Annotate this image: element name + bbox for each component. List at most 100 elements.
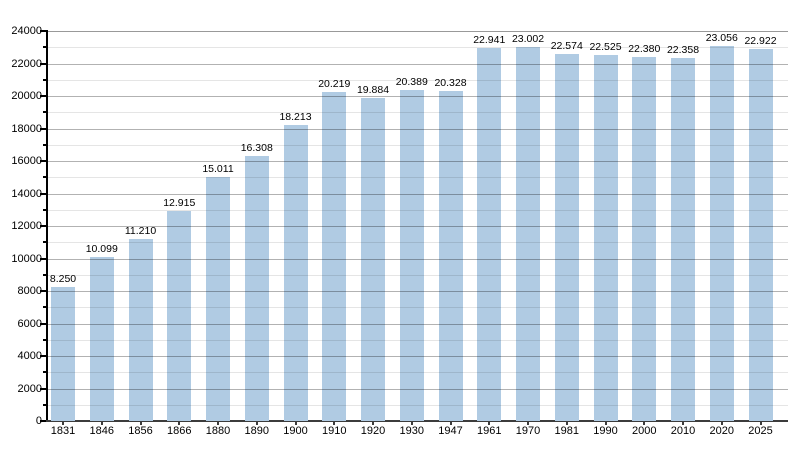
- bar-value-label: 10.099: [85, 242, 118, 255]
- bar: [128, 238, 153, 421]
- x-axis-tick-label: 1856: [128, 425, 153, 437]
- bar: [399, 89, 424, 421]
- bar-value-label: 8.250: [49, 272, 77, 285]
- y-axis-tick: [40, 355, 46, 357]
- y-axis-tick: [43, 338, 46, 341]
- bar-value-label: 22.574: [550, 40, 583, 53]
- bar: [516, 47, 540, 421]
- y-axis-tick: [40, 62, 46, 65]
- x-axis-tick-label: 1930: [399, 425, 424, 437]
- bar-value-label: 22.380: [628, 43, 661, 56]
- x-axis-tick-label: 1831: [50, 425, 76, 437]
- bar: [283, 125, 308, 421]
- minor-gridline: [48, 209, 788, 211]
- x-axis-tick: [217, 422, 219, 425]
- y-axis-tick: [40, 387, 46, 390]
- bar-value-label: 15.011: [202, 163, 234, 176]
- bar: [438, 90, 463, 421]
- y-axis-tick: [43, 241, 46, 244]
- minor-gridline: [48, 112, 788, 114]
- x-axis-tick-label: 1981: [554, 425, 579, 437]
- y-axis-tick-label: 6000: [17, 317, 42, 330]
- x-axis-tick: [488, 422, 491, 425]
- bar: [244, 156, 269, 421]
- y-axis-tick: [43, 46, 46, 49]
- y-axis-tick-label: 22000: [11, 57, 42, 70]
- bar-value-label: 20.389: [395, 75, 428, 88]
- bar-value-label: 12.915: [163, 197, 196, 210]
- x-axis-tick-label: 1947: [438, 425, 463, 437]
- minor-gridline: [48, 274, 788, 276]
- x-axis-tick: [62, 422, 64, 425]
- plot-area: [48, 31, 788, 421]
- x-axis-tick: [527, 422, 529, 425]
- x-axis-tick: [372, 422, 374, 425]
- x-axis-tick: [604, 422, 607, 425]
- bar-value-label: 23.056: [705, 32, 738, 45]
- y-axis-tick: [40, 192, 46, 195]
- major-gridline: [48, 291, 788, 292]
- y-axis-tick: [43, 176, 46, 179]
- bar-value-label: 22.922: [744, 34, 777, 47]
- x-axis-tick-label: 2010: [670, 425, 696, 437]
- minor-gridline: [48, 144, 788, 146]
- major-gridline: [48, 226, 788, 227]
- x-axis-tick-label: 1961: [477, 425, 502, 437]
- x-axis-tick-label: 1970: [515, 425, 541, 437]
- x-axis-tick: [449, 422, 452, 425]
- y-axis-tick: [43, 78, 46, 81]
- x-axis-tick-label: 1910: [322, 425, 347, 437]
- y-axis-tick: [43, 208, 46, 211]
- x-axis-tick: [139, 422, 142, 425]
- major-gridline: [48, 31, 788, 32]
- x-axis-tick: [720, 422, 723, 425]
- minor-gridline: [48, 372, 788, 374]
- minor-gridline: [48, 47, 788, 49]
- bar-value-label: 22.941: [473, 34, 506, 47]
- bar: [206, 177, 230, 421]
- major-gridline: [48, 356, 788, 357]
- y-axis-tick-label: 2000: [17, 382, 42, 395]
- bar: [709, 46, 734, 421]
- y-axis-tick: [40, 127, 46, 130]
- bar: [51, 286, 75, 421]
- y-axis-tick: [40, 257, 46, 260]
- y-axis-tick-label: 20000: [11, 90, 42, 102]
- bar: [361, 97, 385, 421]
- minor-gridline: [48, 177, 788, 179]
- major-gridline: [48, 161, 788, 162]
- y-axis-tick: [40, 225, 46, 227]
- bar: [593, 54, 618, 421]
- x-axis-tick-label: 2000: [632, 425, 657, 437]
- bar-value-label: 18.213: [279, 111, 312, 124]
- x-axis-tick: [255, 422, 258, 425]
- x-axis-tick-label: 1866: [167, 425, 192, 437]
- x-axis-tick: [178, 422, 181, 425]
- bar: [632, 57, 657, 421]
- bar: [322, 92, 347, 421]
- minor-gridline: [48, 79, 788, 81]
- x-axis-tick-label: 1900: [283, 425, 308, 437]
- major-gridline: [48, 96, 788, 97]
- bar-value-label: 22.358: [666, 43, 700, 56]
- x-axis-tick-label: 1880: [205, 425, 231, 437]
- y-axis-tick-label: 0: [35, 415, 42, 427]
- y-axis-tick: [43, 306, 46, 309]
- bar-value-label: 19.884: [356, 83, 390, 96]
- bar-value-label: 22.525: [589, 40, 622, 53]
- y-axis-tick-label: 12000: [11, 220, 42, 232]
- x-axis-tick: [100, 422, 103, 425]
- x-axis-tick: [410, 422, 413, 425]
- x-axis-tick: [682, 422, 684, 425]
- y-axis-tick: [43, 403, 46, 406]
- x-axis-tick-label: 1890: [244, 425, 269, 437]
- bar-value-label: 11.210: [124, 224, 157, 237]
- x-axis-tick: [333, 422, 336, 425]
- x-axis-tick: [759, 422, 762, 425]
- x-axis-tick-label: 2025: [748, 425, 773, 437]
- x-axis-tick-label: 1920: [360, 425, 386, 437]
- bar: [89, 256, 114, 421]
- y-axis-tick-label: 24000: [11, 25, 42, 37]
- minor-gridline: [48, 307, 788, 309]
